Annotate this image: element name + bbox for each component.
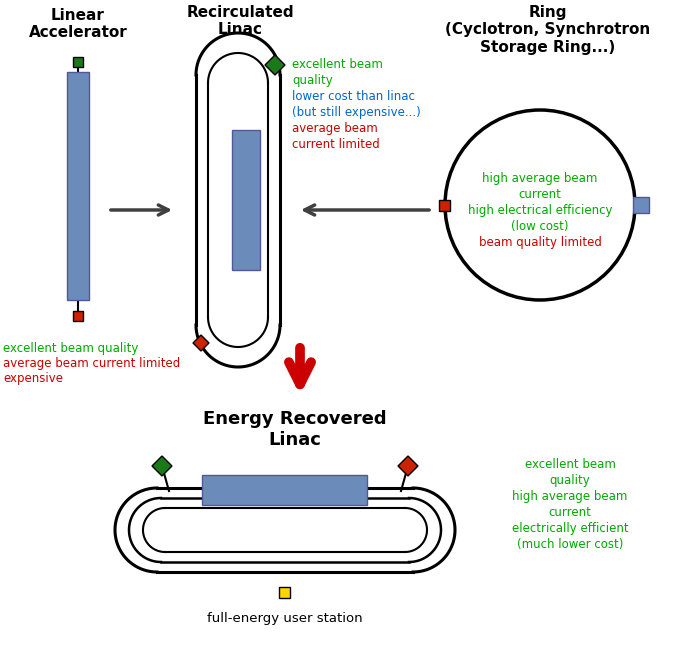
- Text: current: current: [519, 188, 562, 201]
- Text: high electrical efficiency: high electrical efficiency: [468, 204, 612, 217]
- Text: excellent beam: excellent beam: [525, 458, 615, 471]
- Text: average beam current limited: average beam current limited: [3, 357, 180, 370]
- Text: expensive: expensive: [3, 372, 63, 385]
- Text: excellent beam: excellent beam: [292, 58, 383, 71]
- Text: Energy Recovered
Linac: Energy Recovered Linac: [203, 410, 387, 449]
- Text: (much lower cost): (much lower cost): [516, 538, 623, 551]
- Text: electrically efficient: electrically efficient: [512, 522, 628, 535]
- Text: Ring
(Cyclotron, Synchrotron
Storage Ring...): Ring (Cyclotron, Synchrotron Storage Rin…: [445, 5, 651, 55]
- Text: high average beam: high average beam: [482, 172, 598, 185]
- Text: current: current: [549, 506, 591, 519]
- Polygon shape: [152, 456, 172, 476]
- Bar: [73, 57, 83, 67]
- Text: full-energy user station: full-energy user station: [207, 612, 363, 625]
- Text: quality: quality: [549, 474, 590, 487]
- Text: Recirculated
Linac: Recirculated Linac: [186, 5, 294, 38]
- Bar: [633, 197, 649, 213]
- Text: current limited: current limited: [292, 138, 379, 151]
- Polygon shape: [265, 55, 285, 75]
- Text: quality: quality: [292, 74, 333, 87]
- Text: (but still expensive...): (but still expensive...): [292, 106, 421, 119]
- Text: high average beam: high average beam: [512, 490, 627, 503]
- Bar: [279, 586, 290, 597]
- Polygon shape: [398, 456, 418, 476]
- Polygon shape: [193, 335, 209, 351]
- Text: lower cost than linac: lower cost than linac: [292, 90, 415, 103]
- Bar: [440, 199, 451, 211]
- Bar: [67, 72, 89, 300]
- Text: beam quality limited: beam quality limited: [479, 236, 601, 249]
- Bar: [232, 130, 260, 270]
- Bar: [203, 475, 367, 505]
- Text: (low cost): (low cost): [511, 220, 569, 233]
- Text: excellent beam quality: excellent beam quality: [3, 342, 138, 355]
- Text: Linear
Accelerator: Linear Accelerator: [29, 8, 127, 40]
- Text: average beam: average beam: [292, 122, 377, 135]
- Bar: [73, 311, 83, 321]
